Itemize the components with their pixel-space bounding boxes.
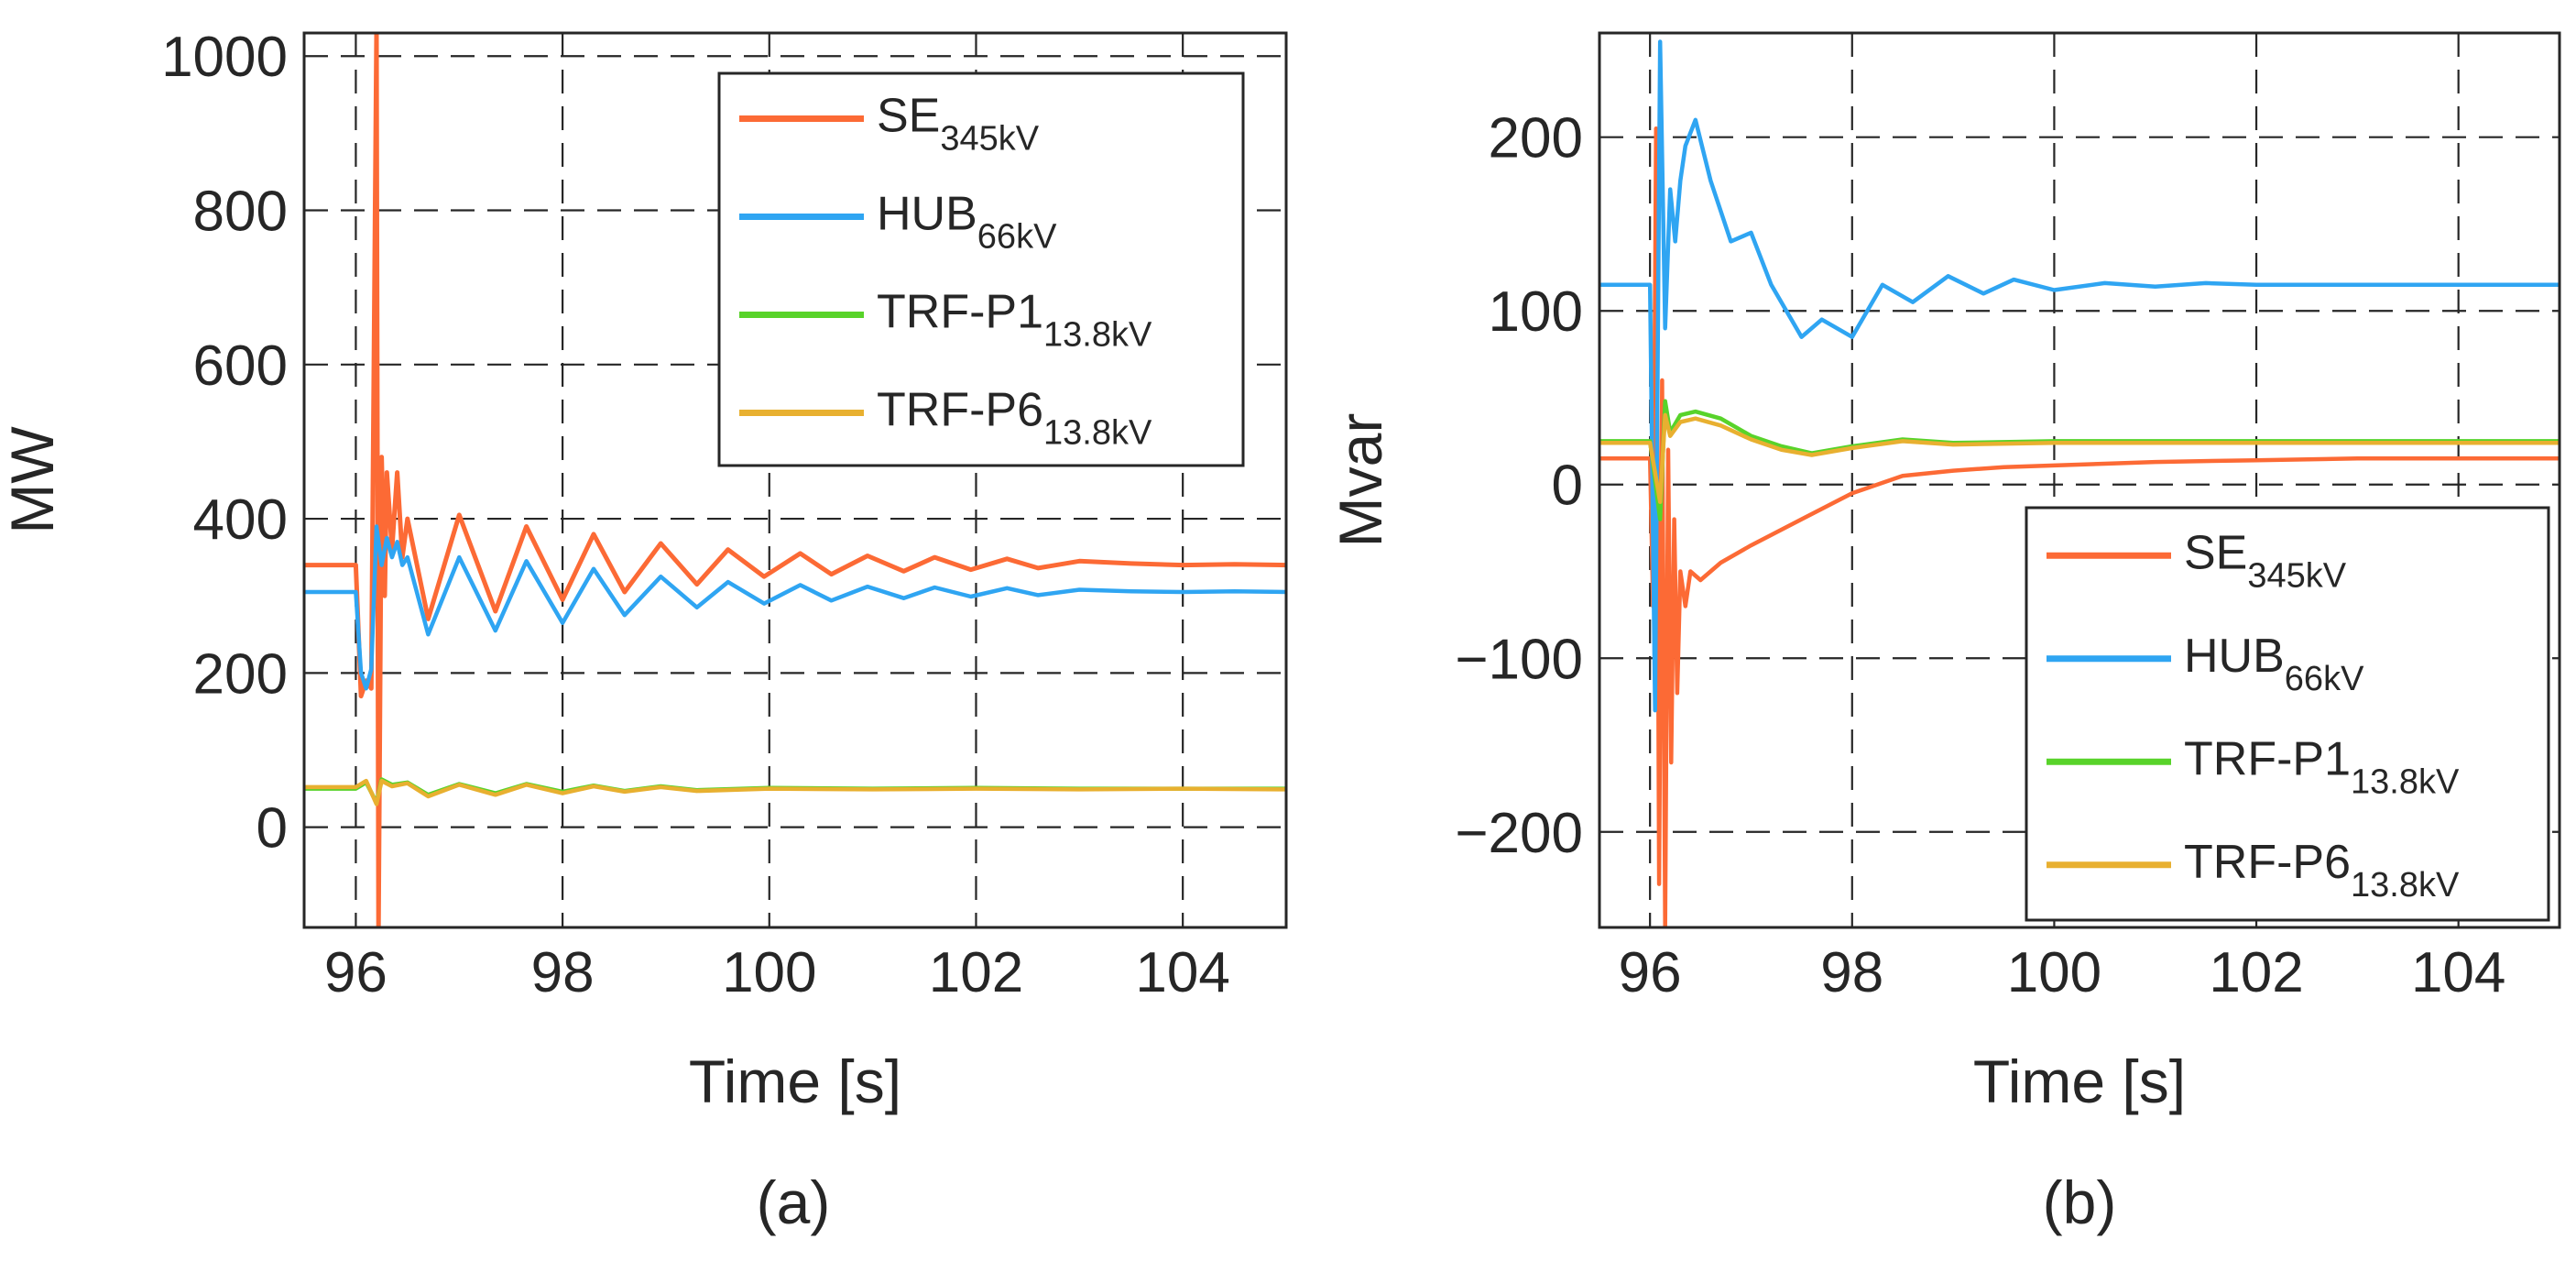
- series-line-trf-p6: [304, 778, 1286, 806]
- y-tick-label: 600: [193, 334, 288, 398]
- y-tick-label: 800: [193, 181, 288, 244]
- series-line-hub: [1599, 39, 2560, 713]
- x-axis-title: Time [s]: [689, 1047, 901, 1115]
- series-group: [1599, 39, 2560, 927]
- y-tick-label: 400: [193, 488, 288, 552]
- y-axis-title: Mvar: [1326, 413, 1394, 548]
- y-axis-title: MW: [0, 426, 66, 534]
- legend-entry: TRF-P613.8kV: [2184, 836, 2460, 905]
- plot-frame: [1598, 31, 2561, 929]
- panel-a: 96 98 100 102 104 0 200 400 600 800 1000 Time [s] MW…: [0, 26, 1288, 1236]
- x-tick-label: 98: [531, 941, 595, 1004]
- legend-entry-subscript: 13.8kV: [1043, 316, 1152, 355]
- legend-entry-name: SE: [877, 90, 940, 143]
- x-tick-label: 102: [929, 941, 1023, 1004]
- legend-entry: TRF-P113.8kV: [877, 286, 1152, 355]
- series-line-se: [1599, 126, 2560, 927]
- legend-entry-name: TRF-P6: [877, 384, 1043, 437]
- series-line-se: [304, 33, 1286, 927]
- legend-entry-name: TRF-P6: [2184, 836, 2351, 889]
- y-tick-label: 100: [1489, 280, 1583, 344]
- legend-entry-name: HUB: [2184, 630, 2285, 683]
- legend-entry: HUB66kV: [2184, 630, 2364, 698]
- x-tick-label: 98: [1820, 941, 1883, 1004]
- y-tick-label: 200: [193, 642, 288, 706]
- x-tick-label: 96: [324, 941, 387, 1004]
- legend-entry-subscript: 345kV: [2247, 556, 2346, 595]
- series-group: [304, 33, 1286, 927]
- series-line-trf-p6: [1599, 412, 2560, 504]
- legend-box: [717, 71, 1245, 467]
- x-tick-label: 104: [1135, 941, 1229, 1004]
- y-tick-label: 0: [257, 797, 288, 861]
- legend-entry: TRF-P113.8kV: [2184, 732, 2460, 801]
- legend-entry-name: SE: [2184, 526, 2247, 579]
- legend-box: [2025, 506, 2550, 922]
- y-tick-label: −200: [1455, 802, 1583, 865]
- panel-caption: (a): [757, 1168, 831, 1236]
- x-tick-label: 104: [2411, 941, 2505, 1004]
- legend-entry: SE345kV: [877, 90, 1040, 159]
- legend-entry-subscript: 13.8kV: [1043, 414, 1152, 453]
- legend-entry-name: HUB: [877, 188, 977, 241]
- legend-entry-name: TRF-P1: [2184, 732, 2351, 785]
- legend-entry: HUB66kV: [877, 188, 1057, 257]
- y-tick-label: −100: [1455, 628, 1583, 691]
- x-tick-label: 96: [1619, 941, 1682, 1004]
- series-line-hub: [304, 524, 1286, 691]
- legend-entry-subscript: 13.8kV: [2351, 866, 2460, 905]
- panel-b: 96 98 100 102 104 −200 −100 0 100 200 Time [s] Mvar…: [1326, 31, 2561, 1236]
- legend-entry: SE345kV: [2184, 526, 2347, 595]
- y-tick-label: 0: [1552, 455, 1583, 518]
- x-tick-label: 100: [2007, 941, 2101, 1004]
- legend-entry-subscript: 66kV: [977, 218, 1057, 257]
- legend-entry: TRF-P613.8kV: [877, 384, 1152, 453]
- legend-entry-subscript: 13.8kV: [2351, 762, 2460, 801]
- legend-entry-subscript: 345kV: [940, 120, 1039, 159]
- legend-entry-subscript: 66kV: [2285, 660, 2364, 698]
- y-tick-label: 1000: [161, 26, 288, 89]
- x-tick-label: 102: [2209, 941, 2303, 1004]
- y-tick-label: 200: [1489, 107, 1583, 170]
- x-axis-title: Time [s]: [1973, 1047, 2186, 1115]
- plot-frame: [302, 31, 1288, 929]
- legend-entry-name: TRF-P1: [877, 286, 1043, 339]
- x-tick-label: 100: [722, 941, 816, 1004]
- panel-caption: (b): [2043, 1168, 2117, 1236]
